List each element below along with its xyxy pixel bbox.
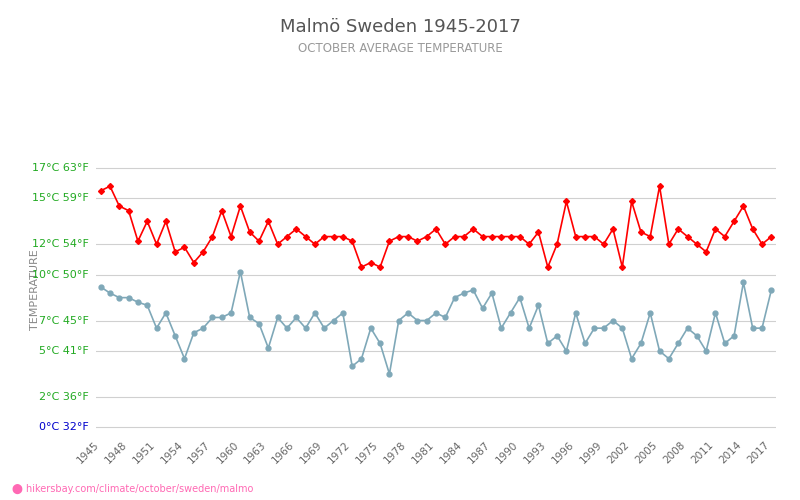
NIGHT [385,371,394,377]
DAY [254,238,264,244]
DAY [450,234,459,239]
Text: 15°C 59°F: 15°C 59°F [32,194,89,203]
DAY [720,234,730,239]
DAY [96,188,106,194]
NIGHT [329,318,338,324]
NIGHT [450,294,459,300]
Line: NIGHT: NIGHT [98,270,774,376]
DAY [766,234,776,239]
NIGHT [674,340,683,346]
NIGHT [720,340,730,346]
Text: Malmö Sweden 1945-2017: Malmö Sweden 1945-2017 [279,18,521,36]
Text: 0°C 32°F: 0°C 32°F [39,422,89,432]
Text: 10°C 50°F: 10°C 50°F [33,270,89,280]
Y-axis label: TEMPERATURE: TEMPERATURE [30,250,41,330]
NIGHT [766,287,776,293]
Text: ⬤ hikersbay.com/climate/october/sweden/malmo: ⬤ hikersbay.com/climate/october/sweden/m… [12,484,254,494]
DAY [357,264,366,270]
Text: 12°C 54°F: 12°C 54°F [32,239,89,249]
NIGHT [235,268,245,274]
Text: 5°C 41°F: 5°C 41°F [39,346,89,356]
Text: OCTOBER AVERAGE TEMPERATURE: OCTOBER AVERAGE TEMPERATURE [298,42,502,56]
Text: 2°C 36°F: 2°C 36°F [39,392,89,402]
NIGHT [96,284,106,290]
DAY [329,234,338,239]
DAY [105,183,114,189]
NIGHT [254,320,264,326]
DAY [674,226,683,232]
Text: 17°C 63°F: 17°C 63°F [32,163,89,173]
NIGHT [692,333,702,339]
Text: 7°C 45°F: 7°C 45°F [39,316,89,326]
DAY [692,241,702,247]
Line: DAY: DAY [98,184,774,269]
